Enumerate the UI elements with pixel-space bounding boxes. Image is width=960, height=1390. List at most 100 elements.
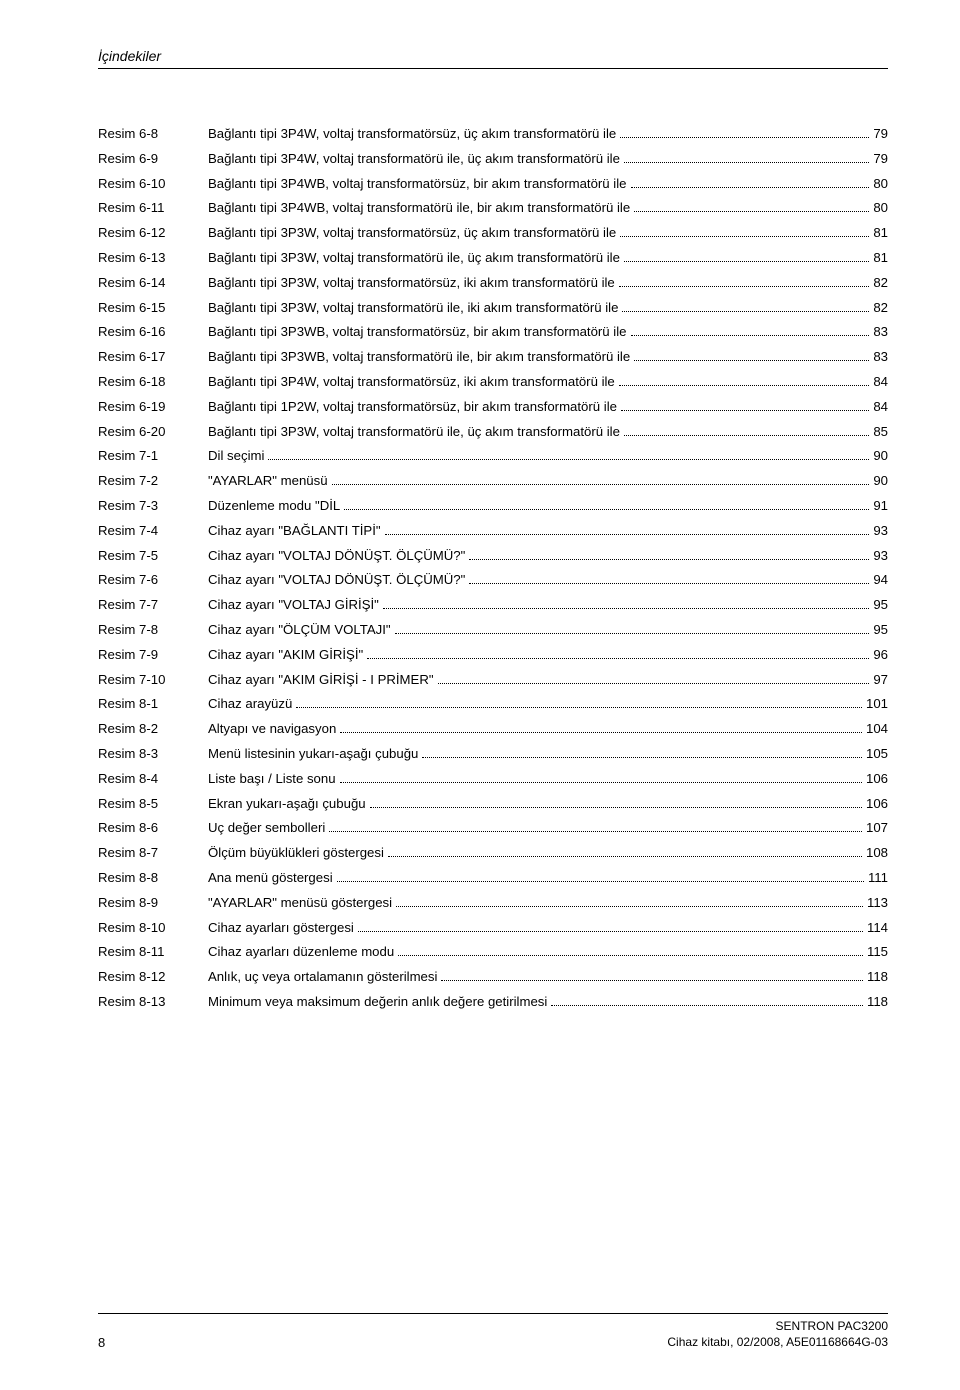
footer-line2: Cihaz kitabı, 02/2008, A5E01168664G-03 [667, 1334, 888, 1350]
toc-row: Resim 8-6Uç değer sembolleri107 [98, 821, 888, 834]
toc-row: Resim 7-10Cihaz ayarı "AKIM GİRİŞİ - I P… [98, 673, 888, 686]
toc-dots [469, 583, 869, 584]
toc-label: Resim 8-13 [98, 995, 208, 1008]
toc-page: 90 [873, 449, 888, 462]
toc-page: 106 [866, 797, 888, 810]
toc-dots [631, 187, 870, 188]
toc-row: Resim 7-1Dil seçimi90 [98, 449, 888, 462]
toc-title: Bağlantı tipi 3P3W, voltaj transformatör… [208, 301, 618, 314]
toc-row: Resim 7-4Cihaz ayarı "BAĞLANTI TİPİ" 93 [98, 524, 888, 537]
toc-row: Resim 6-10Bağlantı tipi 3P4WB, voltaj tr… [98, 177, 888, 190]
toc-dots [337, 881, 864, 882]
toc-page: 80 [873, 201, 888, 214]
toc-page: 115 [867, 945, 888, 958]
toc-page: 97 [873, 673, 888, 686]
toc-row: Resim 6-11Bağlantı tipi 3P4WB, voltaj tr… [98, 201, 888, 214]
toc-dots [396, 906, 863, 907]
toc-label: Resim 7-5 [98, 549, 208, 562]
toc-label: Resim 8-1 [98, 697, 208, 710]
toc-row: Resim 8-10Cihaz ayarları göstergesi114 [98, 921, 888, 934]
toc-row: Resim 8-9"AYARLAR" menüsü göstergesi113 [98, 896, 888, 909]
toc-label: Resim 6-17 [98, 350, 208, 363]
toc-row: Resim 8-4Liste başı / Liste sonu106 [98, 772, 888, 785]
toc-title: Cihaz ayarı "VOLTAJ DÖNÜŞT. ÖLÇÜMÜ?" [208, 573, 465, 586]
toc-dots [370, 807, 862, 808]
toc-row: Resim 6-13Bağlantı tipi 3P3W, voltaj tra… [98, 251, 888, 264]
toc-title: Menü listesinin yukarı-aşağı çubuğu [208, 747, 418, 760]
toc-title: Uç değer sembolleri [208, 821, 325, 834]
toc-page: 83 [873, 350, 888, 363]
toc-row: Resim 6-12Bağlantı tipi 3P3W, voltaj tra… [98, 226, 888, 239]
toc-label: Resim 8-9 [98, 896, 208, 909]
toc-dots [296, 707, 862, 708]
toc-row: Resim 8-11Cihaz ayarları düzenleme modu1… [98, 945, 888, 958]
toc-label: Resim 8-6 [98, 821, 208, 834]
toc-title: Düzenleme modu "DİL [208, 499, 340, 512]
footer-rule [98, 1313, 888, 1314]
toc-dots [358, 931, 863, 932]
toc-title: Bağlantı tipi 3P4WB, voltaj transformatö… [208, 201, 630, 214]
toc-dots [469, 559, 869, 560]
toc-label: Resim 6-11 [98, 201, 208, 214]
toc-title: Bağlantı tipi 1P2W, voltaj transformatör… [208, 400, 617, 413]
toc-label: Resim 6-8 [98, 127, 208, 140]
toc-row: Resim 8-1Cihaz arayüzü101 [98, 697, 888, 710]
toc-label: Resim 8-8 [98, 871, 208, 884]
toc-title: Bağlantı tipi 3P4W, voltaj transformatör… [208, 127, 616, 140]
toc-label: Resim 7-4 [98, 524, 208, 537]
toc-dots [385, 534, 870, 535]
toc-dots [383, 608, 869, 609]
toc-dots [367, 658, 869, 659]
toc-title: "AYARLAR" menüsü göstergesi [208, 896, 392, 909]
toc-dots [329, 831, 862, 832]
toc-dots [634, 360, 869, 361]
toc-page: 91 [873, 499, 888, 512]
toc-page: 106 [866, 772, 888, 785]
toc-label: Resim 8-11 [98, 945, 208, 958]
toc-title: Cihaz ayarı "BAĞLANTI TİPİ" [208, 524, 381, 537]
toc-label: Resim 7-7 [98, 598, 208, 611]
toc-page: 79 [873, 127, 888, 140]
toc-dots [624, 261, 869, 262]
toc-label: Resim 6-15 [98, 301, 208, 314]
toc-page: 81 [873, 226, 888, 239]
toc-page: 104 [866, 722, 888, 735]
toc-row: Resim 8-2Altyapı ve navigasyon 104 [98, 722, 888, 735]
toc-row: Resim 6-20Bağlantı tipi 3P3W, voltaj tra… [98, 425, 888, 438]
toc-dots [620, 137, 869, 138]
toc-label: Resim 7-2 [98, 474, 208, 487]
toc-page: 95 [873, 598, 888, 611]
toc-title: Ekran yukarı-aşağı çubuğu [208, 797, 366, 810]
toc-dots [622, 311, 869, 312]
toc-page: 93 [873, 524, 888, 537]
toc-page: 118 [867, 995, 888, 1008]
toc-page: 96 [873, 648, 888, 661]
toc-title: Bağlantı tipi 3P3W, voltaj transformatör… [208, 276, 615, 289]
toc-row: Resim 8-13Minimum veya maksimum değerin … [98, 995, 888, 1008]
toc-title: Cihaz ayarları göstergesi [208, 921, 354, 934]
toc-dots [388, 856, 862, 857]
page-footer: 8 SENTRON PAC3200 Cihaz kitabı, 02/2008,… [98, 1313, 888, 1350]
toc-dots [621, 410, 869, 411]
toc-label: Resim 8-2 [98, 722, 208, 735]
toc-page: 108 [866, 846, 888, 859]
toc-page: 84 [873, 400, 888, 413]
toc-row: Resim 6-14Bağlantı tipi 3P3W, voltaj tra… [98, 276, 888, 289]
footer-row: 8 SENTRON PAC3200 Cihaz kitabı, 02/2008,… [98, 1318, 888, 1350]
toc-page: 111 [868, 871, 888, 884]
toc-label: Resim 7-9 [98, 648, 208, 661]
toc-title: Altyapı ve navigasyon [208, 722, 336, 735]
toc-dots [340, 782, 862, 783]
toc-page: 93 [873, 549, 888, 562]
toc-label: Resim 8-7 [98, 846, 208, 859]
toc-title: Liste başı / Liste sonu [208, 772, 336, 785]
toc-title: "AYARLAR" menüsü [208, 474, 328, 487]
toc-page: 85 [873, 425, 888, 438]
toc-title: Ana menü göstergesi [208, 871, 333, 884]
toc-page: 118 [867, 970, 888, 983]
toc-dots [620, 236, 869, 237]
toc-dots [624, 162, 869, 163]
toc-row: Resim 8-7Ölçüm büyüklükleri göstergesi10… [98, 846, 888, 859]
toc-title: Bağlantı tipi 3P3W, voltaj transformatör… [208, 226, 616, 239]
toc-title: Bağlantı tipi 3P3W, voltaj transformatör… [208, 425, 620, 438]
